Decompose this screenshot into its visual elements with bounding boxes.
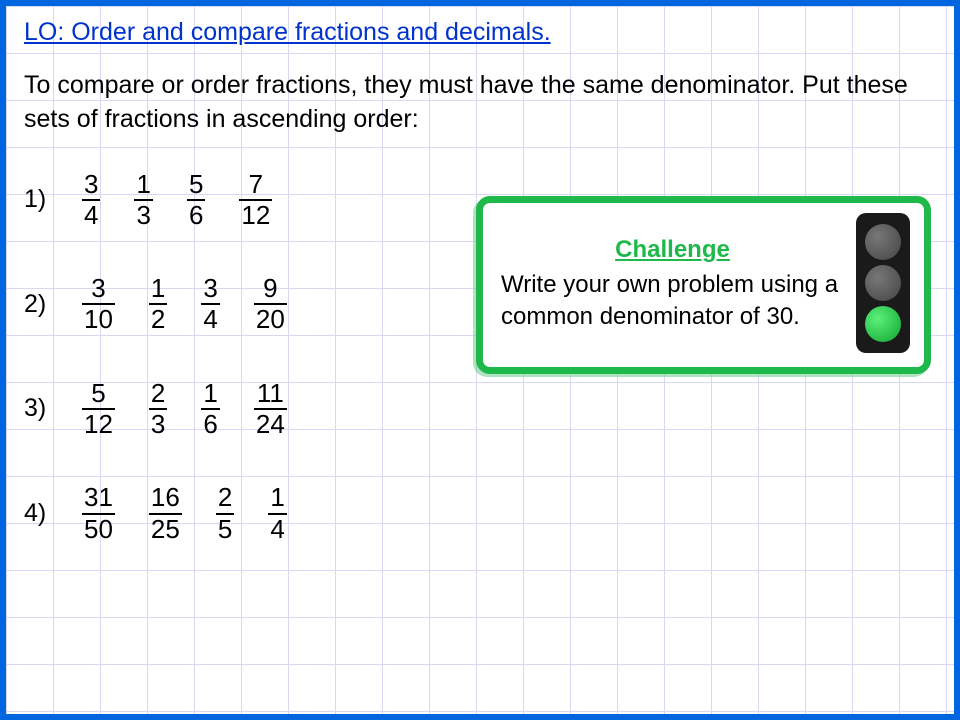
challenge-text: Challenge Write your own problem using a… — [501, 234, 844, 332]
fraction: 13 — [134, 171, 152, 230]
problem-label: 2) — [24, 290, 54, 319]
fraction: 1124 — [254, 380, 287, 439]
problem-label: 3) — [24, 394, 54, 423]
problem-label: 1) — [24, 185, 54, 214]
fraction: 34 — [82, 171, 100, 230]
fraction: 14 — [268, 484, 286, 543]
fraction: 920 — [254, 275, 287, 334]
fraction: 16 — [201, 380, 219, 439]
traffic-light-red-off — [865, 224, 901, 260]
challenge-body: Write your own problem using a common de… — [501, 269, 844, 331]
traffic-light-amber-off — [865, 265, 901, 301]
challenge-title: Challenge — [501, 234, 844, 265]
fraction: 3150 — [82, 484, 115, 543]
fraction-set: 310 12 34 920 — [82, 275, 287, 334]
fraction-set: 3150 1625 25 14 — [82, 484, 287, 543]
learning-objective: LO: Order and compare fractions and deci… — [24, 18, 936, 47]
challenge-box: Challenge Write your own problem using a… — [476, 196, 931, 374]
fraction: 712 — [239, 171, 272, 230]
problem-row: 3) 512 23 16 1124 — [24, 380, 936, 439]
fraction: 25 — [216, 484, 234, 543]
fraction: 34 — [201, 275, 219, 334]
fraction-set: 34 13 56 712 — [82, 171, 272, 230]
fraction-set: 512 23 16 1124 — [82, 380, 287, 439]
fraction: 12 — [149, 275, 167, 334]
traffic-light-green-on — [865, 306, 901, 342]
fraction: 310 — [82, 275, 115, 334]
problem-label: 4) — [24, 499, 54, 528]
problem-row: 4) 3150 1625 25 14 — [24, 484, 936, 543]
instruction-text: To compare or order fractions, they must… — [24, 69, 936, 137]
fraction: 512 — [82, 380, 115, 439]
fraction: 56 — [187, 171, 205, 230]
traffic-light-icon — [856, 213, 910, 353]
fraction: 23 — [149, 380, 167, 439]
fraction: 1625 — [149, 484, 182, 543]
worksheet-frame: LO: Order and compare fractions and deci… — [0, 0, 960, 720]
